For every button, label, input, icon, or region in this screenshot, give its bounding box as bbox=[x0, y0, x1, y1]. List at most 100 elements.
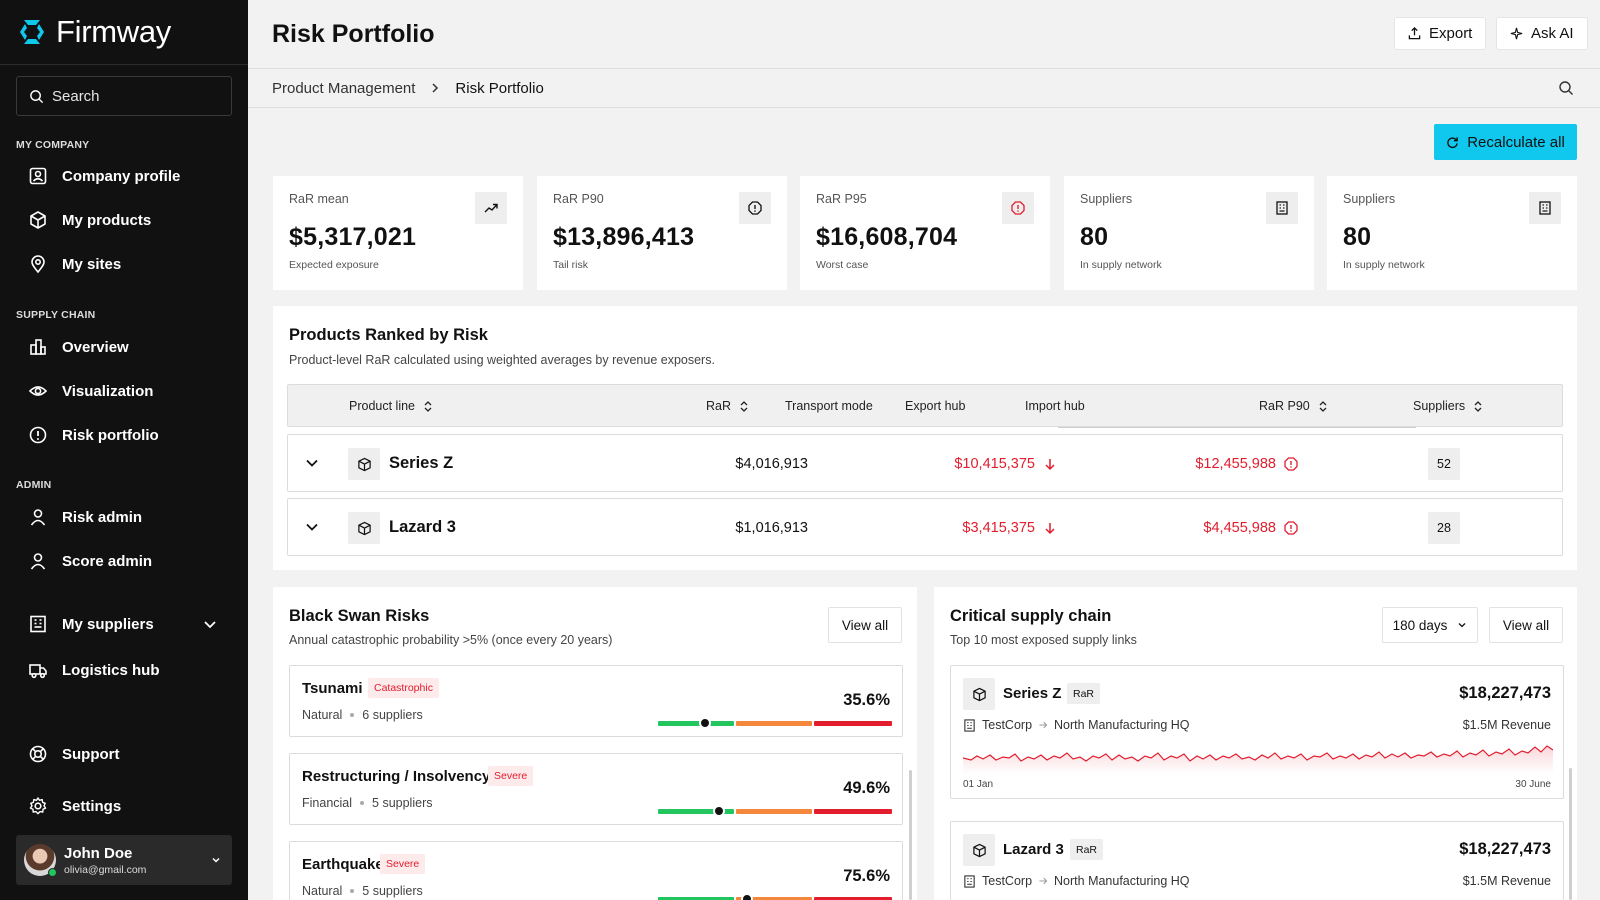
search-icon[interactable] bbox=[1558, 80, 1574, 96]
chevron-down-icon[interactable] bbox=[304, 519, 320, 535]
product-name: Lazard 3 bbox=[1003, 841, 1064, 858]
risk-scale-bar bbox=[658, 897, 892, 900]
column-suppliers[interactable]: Suppliers bbox=[1413, 399, 1483, 413]
sidebar-item-my-products[interactable]: My products bbox=[16, 202, 232, 238]
risk-card-tsunami[interactable]: Tsunami Catastrophic Natural 6 suppliers… bbox=[289, 665, 903, 737]
chevron-down-icon[interactable] bbox=[210, 854, 222, 866]
gear-icon bbox=[29, 797, 47, 815]
column-product-line[interactable]: Product line bbox=[349, 399, 433, 413]
scrollbar[interactable] bbox=[909, 770, 912, 900]
scrollbar[interactable] bbox=[1569, 768, 1572, 900]
sidebar-item-visualization[interactable]: Visualization bbox=[16, 373, 232, 409]
sidebar-search-input[interactable]: Search bbox=[16, 76, 232, 116]
column-import-hub[interactable]: Import hub bbox=[1025, 399, 1085, 413]
sidebar-item-my-suppliers[interactable]: My suppliers bbox=[16, 606, 232, 642]
sidebar-item-risk-portfolio[interactable]: Risk portfolio bbox=[16, 417, 232, 453]
supply-link-card[interactable]: Lazard 3 RaR $18,227,473 TestCorp North … bbox=[950, 821, 1564, 900]
risk-meta: Natural 5 suppliers bbox=[302, 884, 423, 898]
sort-icon bbox=[740, 400, 748, 412]
building-icon bbox=[30, 615, 46, 633]
table-row[interactable]: Series Z $4,016,913 $10,415,375 $12,455,… bbox=[287, 434, 1563, 492]
alert-octagon-icon bbox=[1284, 457, 1298, 471]
kpi-card-suppliers: Suppliers 80 In supply network bbox=[1064, 176, 1314, 290]
scale-high bbox=[814, 897, 892, 900]
sidebar-item-label: Company profile bbox=[62, 167, 181, 185]
sidebar-item-label: Visualization bbox=[62, 382, 154, 400]
building-icon bbox=[964, 718, 975, 732]
sidebar-item-my-sites[interactable]: My sites bbox=[16, 246, 232, 282]
export-button[interactable]: Export bbox=[1394, 17, 1487, 50]
section-admin: ADMIN bbox=[16, 479, 52, 491]
critical-view-all-button[interactable]: View all bbox=[1489, 607, 1563, 643]
alert-octagon-icon bbox=[748, 201, 762, 215]
sidebar-item-score-admin[interactable]: Score admin bbox=[16, 543, 232, 579]
scale-high bbox=[814, 809, 892, 814]
sidebar-item-support[interactable]: Support bbox=[16, 736, 232, 772]
app-logo[interactable]: Firmway bbox=[16, 14, 171, 50]
sidebar-item-risk-admin[interactable]: Risk admin bbox=[16, 499, 232, 535]
refresh-icon bbox=[1447, 136, 1459, 148]
product-icon-box bbox=[348, 448, 380, 480]
kpi-subtext: Worst case bbox=[816, 259, 869, 271]
table-row[interactable]: Lazard 3 $1,016,913 $3,415,375 $4,455,98… bbox=[287, 498, 1563, 556]
column-rar-p90[interactable]: RaR P90 bbox=[1259, 399, 1328, 413]
product-icon-box bbox=[348, 512, 380, 544]
sparkline-line bbox=[963, 745, 1553, 762]
page-title: Risk Portfolio bbox=[272, 20, 435, 48]
sidebar-item-logistics-hub[interactable]: Logistics hub bbox=[16, 652, 232, 688]
route-to: North Manufacturing HQ bbox=[1054, 718, 1190, 732]
firmway-logo-icon bbox=[20, 20, 44, 44]
sidebar-item-company-profile[interactable]: Company profile bbox=[16, 158, 232, 194]
user-menu[interactable]: John Doe olivia@gmail.com bbox=[16, 835, 232, 885]
risk-scale-marker bbox=[740, 893, 753, 900]
breadcrumb-current: Risk Portfolio bbox=[455, 79, 544, 97]
ask-ai-button[interactable]: Ask AI bbox=[1496, 17, 1588, 50]
meta-separator bbox=[360, 801, 365, 805]
rar-p90-value: $4,455,988 bbox=[1203, 520, 1298, 536]
sidebar-item-label: Score admin bbox=[62, 552, 153, 570]
rar-amount: $18,227,473 bbox=[1459, 684, 1551, 702]
period-select[interactable]: 180 days bbox=[1382, 607, 1478, 643]
suppliers-count: 52 bbox=[1428, 448, 1460, 480]
kpi-subtext: In supply network bbox=[1080, 259, 1162, 271]
sidebar-item-label: My sites bbox=[62, 255, 122, 273]
risk-category: Natural bbox=[302, 708, 343, 722]
risk-meta: Natural 6 suppliers bbox=[302, 708, 423, 722]
scale-low bbox=[658, 809, 734, 814]
black-swan-view-all-button[interactable]: View all bbox=[828, 607, 902, 643]
risk-name: Earthquake bbox=[302, 856, 384, 873]
kpi-label: RaR P95 bbox=[816, 192, 867, 206]
sidebar-item-overview[interactable]: Overview bbox=[16, 329, 232, 365]
sidebar: Firmway Search MY COMPANY Company profil… bbox=[0, 0, 248, 900]
kpi-subtext: Expected exposure bbox=[289, 259, 379, 271]
export-label: Export bbox=[1429, 25, 1473, 42]
chevron-down-icon[interactable] bbox=[304, 455, 320, 471]
alert-circle-icon bbox=[29, 426, 47, 444]
upload-icon bbox=[1408, 27, 1421, 40]
column-transport-mode[interactable]: Transport mode bbox=[785, 399, 873, 413]
lifebuoy-icon bbox=[29, 745, 47, 763]
user-name: John Doe bbox=[64, 844, 133, 862]
kpi-card-rar-mean: RaR mean $5,317,021 Expected exposure bbox=[273, 176, 523, 290]
risk-card-earthquake[interactable]: Earthquake Severe Natural 5 suppliers 75… bbox=[289, 841, 903, 900]
breadcrumb-parent[interactable]: Product Management bbox=[272, 79, 416, 97]
recalculate-all-button[interactable]: Recalculate all bbox=[1434, 124, 1577, 160]
supply-link-card[interactable]: Series Z RaR $18,227,473 TestCorp North … bbox=[950, 665, 1564, 799]
kpi-icon-box bbox=[1002, 192, 1034, 224]
risk-card-restructuring[interactable]: Restructuring / Insolvency Severe Financ… bbox=[289, 753, 903, 825]
user-icon bbox=[30, 509, 46, 526]
sidebar-item-settings[interactable]: Settings bbox=[16, 788, 232, 824]
supply-route: TestCorp North Manufacturing HQ bbox=[963, 718, 1190, 732]
kpi-label: Suppliers bbox=[1080, 192, 1133, 206]
risk-category: Natural bbox=[302, 884, 343, 898]
scale-high bbox=[814, 721, 892, 726]
sort-icon bbox=[1319, 400, 1327, 412]
sidebar-item-label: Support bbox=[62, 745, 120, 763]
black-swan-title: Black Swan Risks bbox=[289, 607, 430, 625]
scale-mid bbox=[736, 809, 812, 814]
column-rar[interactable]: RaR bbox=[706, 399, 749, 413]
kpi-card-rar-p90: RaR P90 $13,896,413 Tail risk bbox=[537, 176, 787, 290]
column-export-hub[interactable]: Export hub bbox=[905, 399, 966, 413]
chevron-down-icon[interactable] bbox=[202, 616, 218, 632]
kpi-card-rar-p95: RaR P95 $16,608,704 Worst case bbox=[800, 176, 1050, 290]
